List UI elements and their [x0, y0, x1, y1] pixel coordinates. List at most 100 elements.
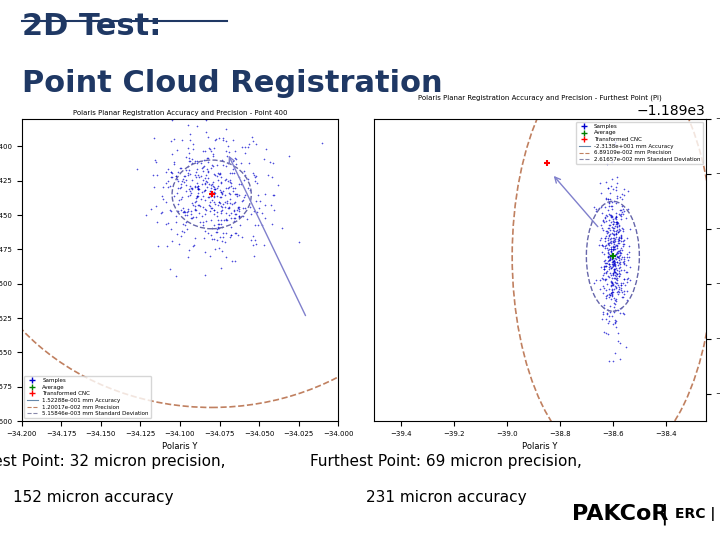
- Point: [611, 218, 623, 226]
- Point: [213, 170, 225, 178]
- Point: [598, 264, 610, 273]
- Point: [209, 235, 220, 244]
- Point: [184, 246, 195, 254]
- Point: [221, 215, 233, 224]
- Point: [617, 278, 629, 287]
- Point: [615, 284, 626, 292]
- Point: [608, 217, 619, 226]
- Point: [199, 247, 210, 256]
- Point: [598, 308, 609, 317]
- Point: [181, 207, 192, 216]
- Point: [230, 257, 241, 266]
- Point: [609, 265, 621, 274]
- Point: [248, 137, 259, 146]
- Point: [622, 186, 634, 195]
- Point: [603, 184, 614, 193]
- Point: [608, 241, 619, 250]
- Point: [598, 217, 609, 225]
- Point: [611, 249, 622, 258]
- Point: [240, 204, 251, 212]
- Point: [197, 212, 208, 221]
- Point: [204, 145, 215, 153]
- Point: [197, 163, 209, 172]
- Point: [197, 180, 208, 188]
- Point: [181, 152, 192, 161]
- Point: [613, 235, 624, 244]
- Point: [600, 227, 612, 235]
- Point: [603, 319, 614, 327]
- Point: [607, 291, 618, 299]
- Point: [588, 203, 600, 212]
- Point: [606, 212, 618, 220]
- Point: [207, 224, 218, 232]
- Point: [613, 221, 624, 230]
- Point: [608, 197, 619, 205]
- Point: [598, 269, 610, 278]
- Point: [248, 240, 259, 249]
- Point: [176, 193, 188, 201]
- Point: [172, 184, 184, 193]
- Point: [590, 205, 602, 213]
- Point: [192, 185, 204, 193]
- Point: [613, 251, 625, 260]
- Point: [247, 168, 258, 177]
- Point: [606, 281, 617, 290]
- Point: [609, 213, 621, 222]
- Point: [245, 236, 256, 245]
- Point: [197, 218, 209, 226]
- Point: [267, 159, 279, 167]
- Text: 231 micron accuracy: 231 micron accuracy: [366, 490, 527, 505]
- Point: [600, 267, 611, 276]
- Point: [206, 184, 217, 192]
- Point: [595, 203, 607, 212]
- Point: [610, 240, 621, 249]
- Point: [181, 180, 192, 189]
- Point: [199, 146, 211, 155]
- Point: [594, 275, 606, 284]
- Point: [199, 174, 211, 183]
- Point: [179, 207, 191, 216]
- Point: [602, 234, 613, 242]
- Point: [196, 164, 207, 172]
- Point: [606, 245, 617, 253]
- Point: [253, 204, 264, 212]
- Point: [603, 265, 614, 274]
- Point: [184, 156, 195, 165]
- Point: [228, 136, 239, 144]
- Point: [606, 213, 618, 222]
- Point: [618, 259, 630, 268]
- Point: [610, 232, 621, 241]
- Point: [194, 209, 205, 218]
- Point: [187, 140, 199, 149]
- Point: [598, 256, 609, 265]
- Point: [615, 266, 626, 274]
- Point: [598, 282, 609, 291]
- Point: [212, 168, 223, 177]
- Point: [605, 211, 616, 220]
- Point: [611, 222, 623, 231]
- Point: [225, 214, 237, 222]
- Point: [606, 233, 617, 242]
- Point: [208, 198, 220, 206]
- Point: [225, 178, 236, 187]
- Point: [202, 178, 213, 186]
- Point: [179, 172, 191, 180]
- Point: [608, 259, 620, 267]
- Point: [237, 211, 248, 220]
- Point: [216, 172, 228, 181]
- Point: [193, 201, 204, 210]
- Point: [266, 220, 278, 228]
- Point: [610, 215, 621, 224]
- Point: [235, 158, 247, 167]
- Point: [184, 157, 196, 166]
- Point: [199, 205, 211, 213]
- Point: [608, 231, 619, 240]
- Point: [215, 187, 227, 196]
- Point: [215, 198, 226, 207]
- Point: [207, 195, 218, 204]
- Text: 2D Test:: 2D Test:: [22, 12, 161, 41]
- Point: [223, 211, 235, 219]
- Point: [599, 259, 611, 267]
- Point: [214, 192, 225, 201]
- Point: [613, 246, 625, 255]
